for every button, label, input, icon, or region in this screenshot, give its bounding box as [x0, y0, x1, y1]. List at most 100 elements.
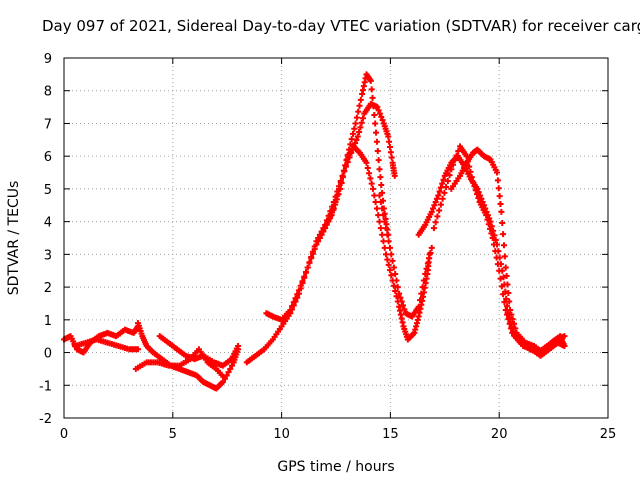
data-point: [497, 275, 504, 282]
data-point: [378, 113, 385, 120]
y-tick-label: 6: [44, 150, 52, 165]
data-point: [503, 295, 510, 302]
data-point: [353, 136, 360, 143]
data-point: [290, 299, 297, 306]
data-point: [352, 120, 359, 127]
data-point: [289, 303, 296, 310]
data-point: [504, 281, 511, 288]
data-point: [418, 290, 425, 297]
data-point: [385, 238, 392, 245]
data-point: [439, 195, 446, 202]
data-point: [496, 267, 503, 274]
y-tick-label: 9: [44, 52, 52, 67]
y-tick-label: -2: [39, 412, 52, 427]
satellite-track-5: [156, 333, 242, 369]
y-tick-label: 2: [44, 281, 52, 296]
data-point: [436, 207, 443, 214]
data-point: [387, 149, 394, 156]
data-point: [472, 187, 479, 194]
data-point: [313, 241, 320, 248]
satellite-track-6: [243, 71, 392, 366]
data-point: [377, 199, 384, 205]
data-point: [338, 180, 345, 187]
data-point: [500, 231, 507, 238]
data-point: [372, 199, 379, 205]
data-point: [505, 289, 512, 296]
data-point: [325, 218, 332, 225]
data-point: [506, 298, 513, 305]
data-point: [357, 124, 364, 131]
data-point: [302, 269, 309, 276]
data-point: [368, 86, 375, 93]
data-point: [437, 201, 444, 208]
data-point: [375, 157, 382, 164]
data-point: [388, 251, 395, 258]
y-tick-label: 7: [44, 117, 52, 132]
data-point: [499, 219, 506, 226]
data-point: [367, 175, 374, 182]
data-point: [392, 288, 399, 295]
data-point: [489, 235, 496, 241]
data-point: [394, 284, 401, 291]
data-point: [492, 236, 499, 243]
data-point: [500, 242, 507, 249]
data-point: [321, 225, 328, 232]
data-point: [443, 183, 450, 190]
data-point: [304, 264, 311, 271]
data-point: [396, 290, 403, 297]
grid: [64, 58, 608, 418]
data-point: [483, 212, 490, 219]
data-point: [386, 267, 393, 274]
y-tick-label: 3: [44, 248, 52, 263]
data-point: [385, 133, 392, 140]
data-point: [512, 325, 519, 332]
data-point: [453, 152, 460, 159]
data-point: [474, 191, 481, 198]
data-point: [440, 176, 447, 183]
satellite-track-10: [415, 153, 568, 359]
y-axis-label: SDTVAR / TECUs: [6, 181, 22, 296]
data-point: [297, 282, 304, 289]
data-point: [435, 192, 442, 199]
data-point: [419, 284, 426, 291]
data-point: [444, 178, 451, 185]
data-point: [371, 111, 378, 118]
data-point: [380, 212, 387, 219]
data-point: [339, 174, 346, 181]
data-point: [369, 94, 376, 101]
data-point: [311, 246, 318, 253]
data-point: [306, 259, 313, 266]
data-point: [416, 297, 423, 304]
data-point: [373, 205, 380, 212]
data-point: [502, 264, 509, 271]
data-point: [494, 261, 501, 268]
data-point: [358, 119, 365, 126]
y-tick-labels: -2 -1 0 1 2 3 4 5 6 7 8 9: [39, 52, 52, 427]
data-point: [428, 208, 435, 215]
data-point: [219, 379, 226, 385]
data-point: [301, 273, 308, 280]
satellite-track-12: [448, 146, 568, 356]
data-point: [355, 108, 362, 115]
data-point: [367, 77, 374, 84]
data-point: [561, 343, 568, 349]
data-point: [225, 369, 232, 376]
data-point: [383, 251, 390, 258]
data-point: [328, 212, 335, 219]
data-point: [487, 225, 494, 232]
data-point: [296, 287, 303, 294]
data-point: [397, 294, 404, 301]
x-tick-label: 10: [273, 427, 290, 442]
data-point: [439, 180, 446, 187]
data-point: [375, 212, 382, 219]
data-point: [376, 166, 383, 173]
data-point: [508, 311, 515, 318]
data-point: [424, 260, 431, 267]
data-point: [501, 253, 508, 260]
data-point: [391, 172, 398, 179]
data-point: [369, 185, 376, 192]
data-point: [389, 257, 396, 264]
data-point: [330, 206, 337, 213]
data-point: [494, 177, 501, 184]
